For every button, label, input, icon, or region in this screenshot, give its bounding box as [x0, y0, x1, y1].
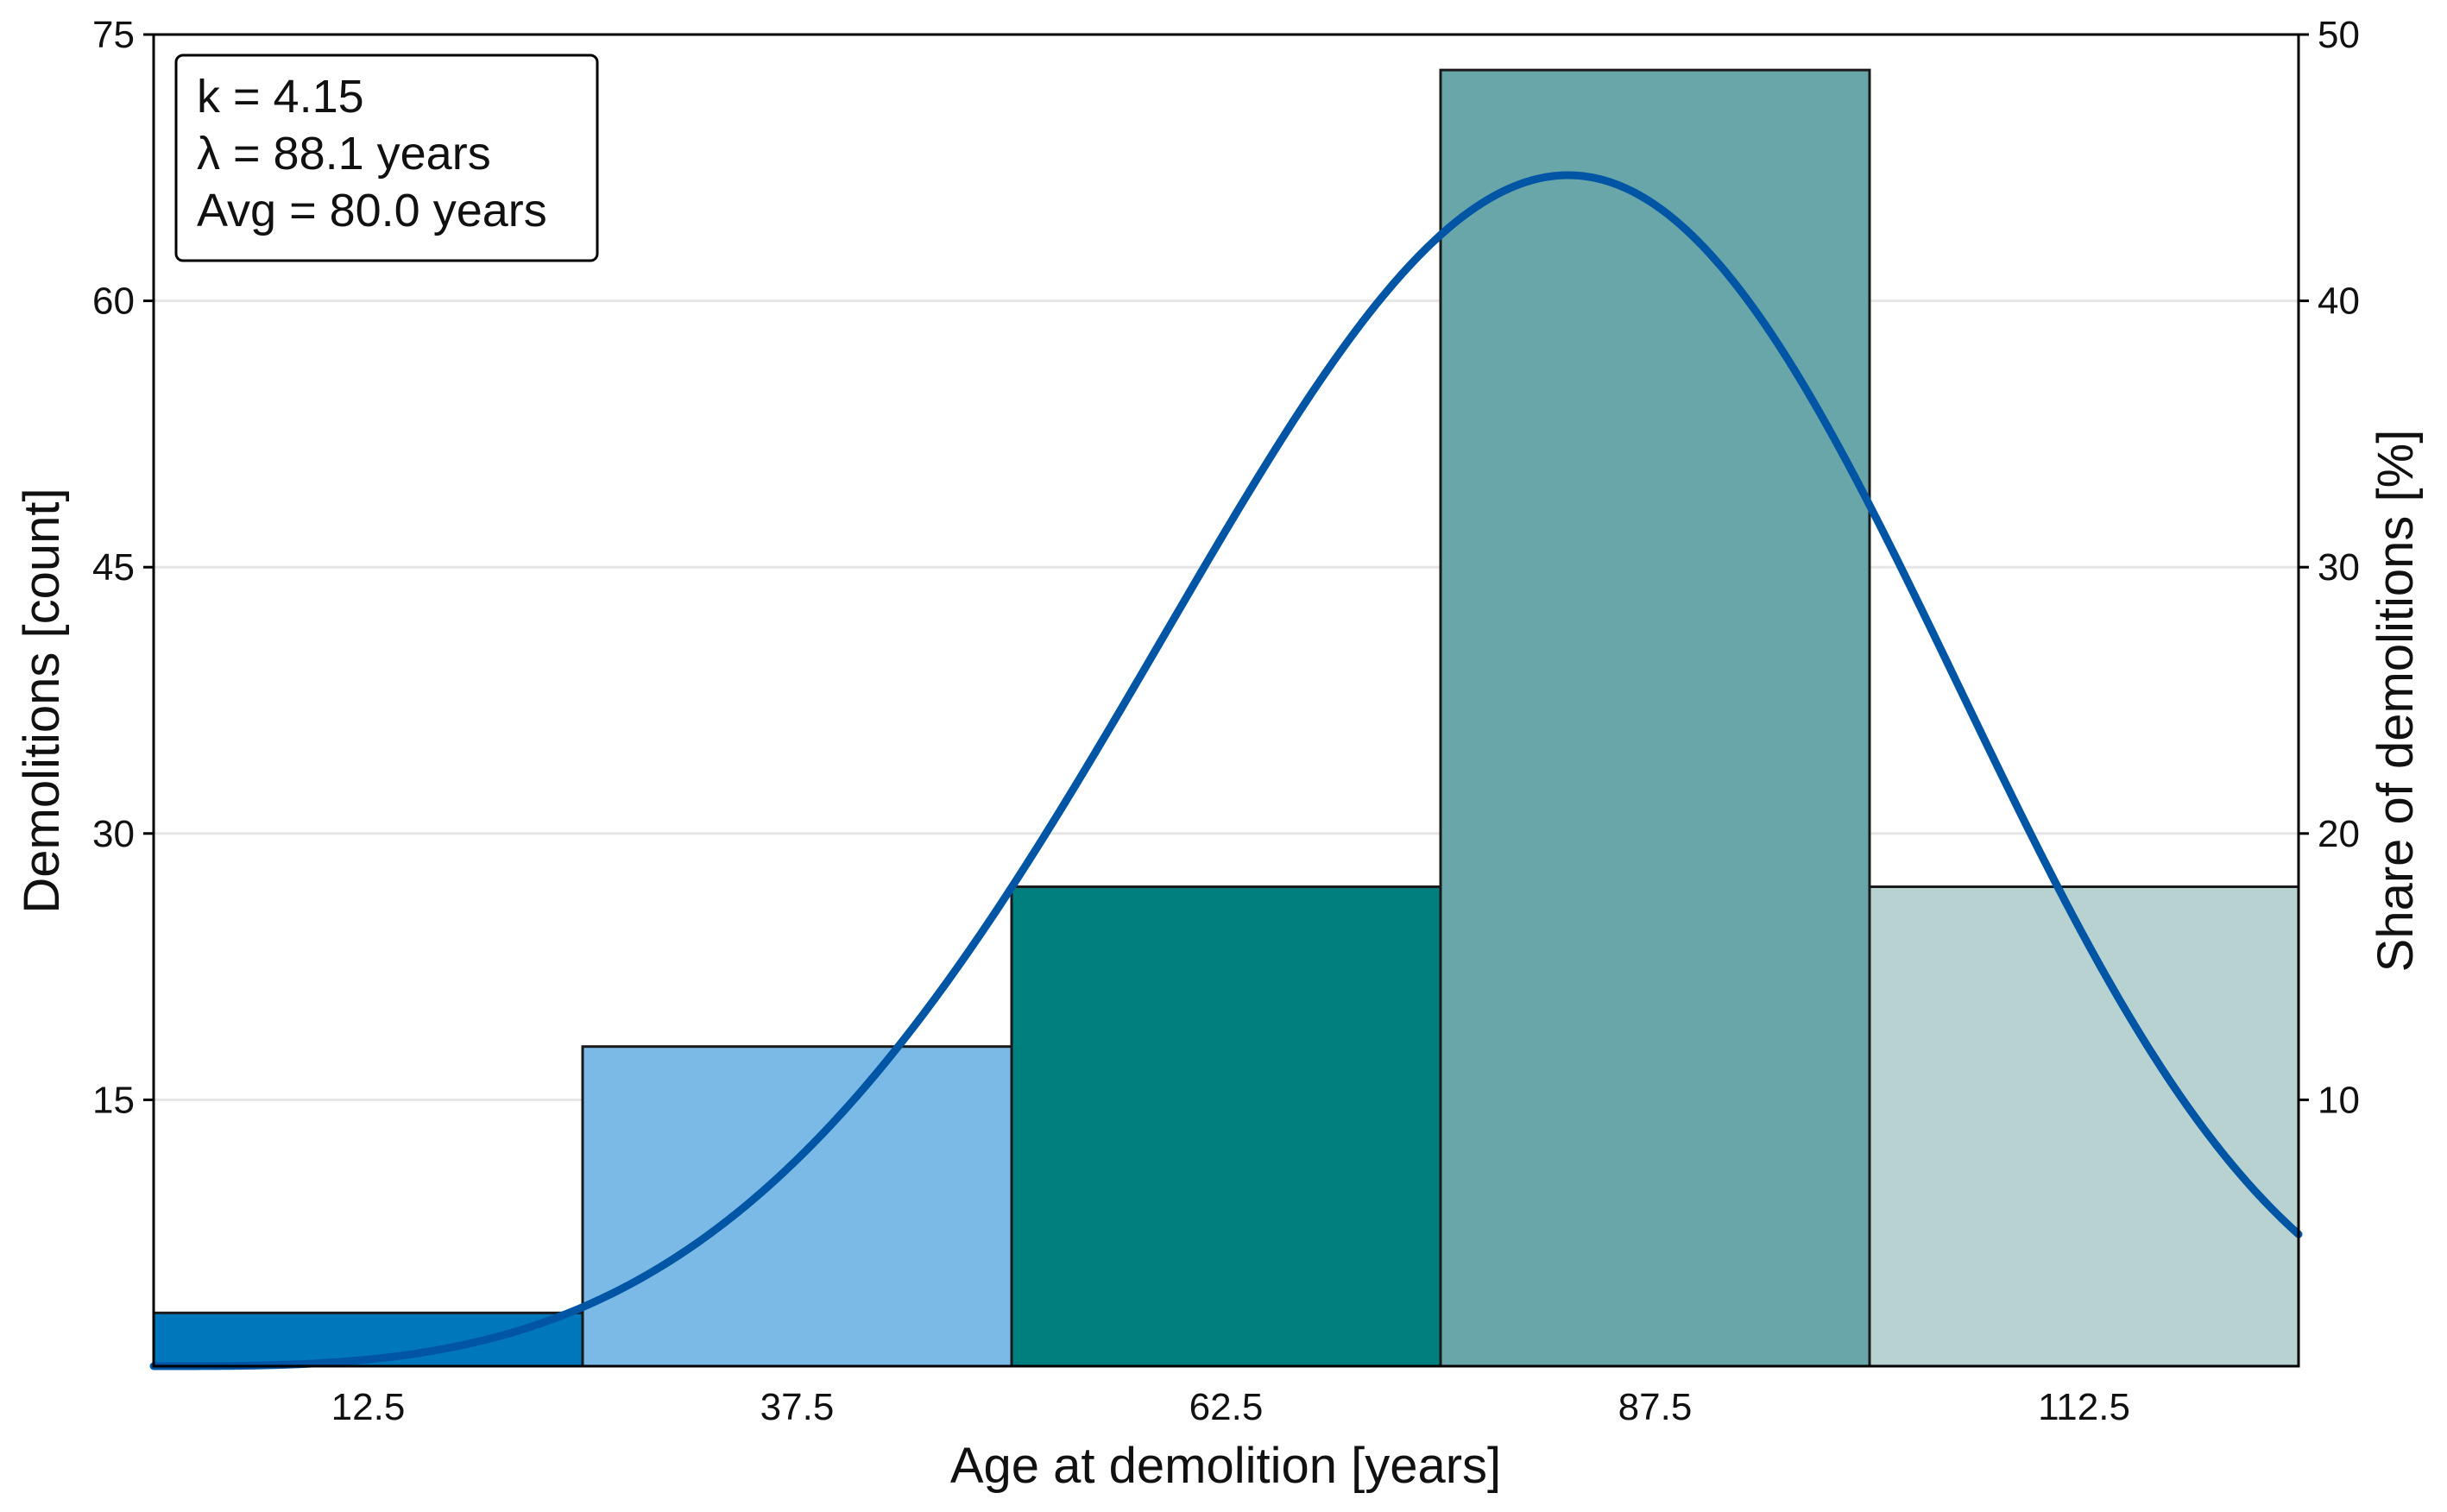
- y-tick-label-1: 30: [92, 813, 135, 855]
- y-tick-label-4: 75: [92, 14, 135, 56]
- stats-k: k = 4.15: [197, 71, 364, 123]
- bar-87.5: [1439, 68, 1871, 1368]
- x-axis-ticks: 12.5 37.5 62.5 87.5 112.5: [331, 1386, 2130, 1428]
- y2-tick-label-3: 40: [2318, 280, 2360, 323]
- weibull-curve: [149, 171, 2303, 1370]
- y-tick-label-0: 15: [92, 1079, 135, 1121]
- bar-37.5: [581, 1045, 1013, 1368]
- y-tick-label-3: 60: [92, 280, 135, 323]
- x-tick-label-1: 37.5: [760, 1386, 835, 1428]
- bar-62.5: [1010, 885, 1442, 1368]
- x-tick-label-3: 87.5: [1618, 1386, 1693, 1428]
- x-tick-label-2: 62.5: [1189, 1386, 1264, 1428]
- y2-axis-title: Share of demolitions [%]: [2368, 430, 2424, 973]
- y-axis-title: Demolitions [count]: [14, 488, 70, 913]
- bar-112.5: [1868, 885, 2300, 1368]
- y-tick-label-2: 45: [92, 546, 135, 589]
- y-axis-ticks: 15 30 45 60 75: [92, 14, 154, 1121]
- x-axis-title: Age at demolition [years]: [950, 1438, 1501, 1494]
- x-tick-label-0: 12.5: [331, 1386, 406, 1428]
- plot-frame: [152, 33, 2300, 1368]
- y2-tick-label-2: 30: [2318, 546, 2360, 589]
- x-tick-label-4: 112.5: [2038, 1386, 2130, 1428]
- y2-tick-label-1: 20: [2318, 813, 2360, 855]
- y2-axis-ticks: 10 20 30 40 50: [2299, 14, 2360, 1121]
- y2-tick-label-4: 50: [2318, 14, 2360, 56]
- stats-average: Avg = 80.0 years: [197, 185, 547, 236]
- stats-lambda: λ = 88.1 years: [197, 128, 491, 180]
- stats-box: k = 4.15 λ = 88.1 years Avg = 80.0 years: [174, 54, 599, 262]
- y2-tick-label-0: 10: [2318, 1079, 2360, 1121]
- stats-box-frame: [174, 54, 599, 262]
- histogram-bars: [152, 68, 2300, 1368]
